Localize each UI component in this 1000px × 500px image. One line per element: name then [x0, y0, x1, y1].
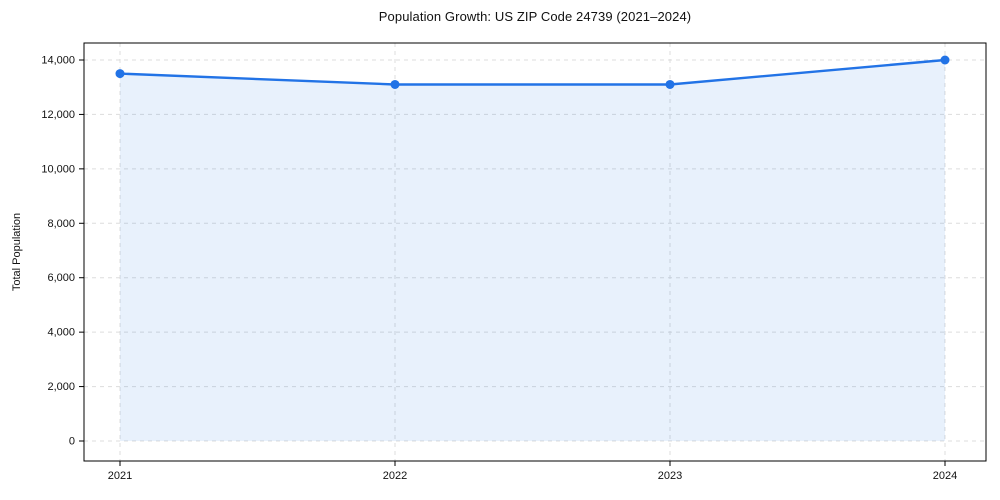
- y-tick-label: 4,000: [47, 327, 75, 339]
- data-point-2022: [390, 79, 400, 89]
- x-tick-label: 2022: [383, 470, 407, 482]
- x-tick-label: 2021: [108, 470, 132, 482]
- x-tick-label: 2023: [658, 470, 682, 482]
- y-tick-label: 0: [69, 436, 75, 448]
- y-tick-label: 6,000: [47, 272, 75, 284]
- series-line: [118, 58, 947, 86]
- chart-title: Population Growth: US ZIP Code 24739 (20…: [378, 9, 692, 24]
- y-tick-label: 12,000: [41, 109, 75, 121]
- x-tick-label: 2024: [933, 470, 957, 482]
- y-tick-label: 2,000: [47, 381, 75, 393]
- data-point-2024: [940, 55, 950, 65]
- plot-border: [83, 42, 987, 462]
- data-point-2023: [665, 79, 675, 89]
- data-point-2021: [115, 69, 125, 79]
- y-tick-label: 14,000: [41, 55, 75, 67]
- series-area-fill: [120, 60, 945, 441]
- y-tick-label: 10,000: [41, 163, 75, 175]
- y-tick-label: 8,000: [47, 218, 75, 230]
